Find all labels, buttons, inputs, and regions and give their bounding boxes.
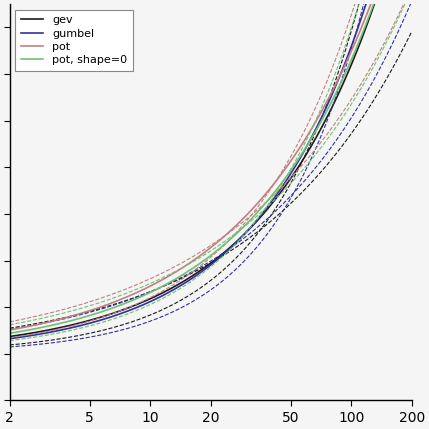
pot, shape=0 [55, 321, 60, 326]
pot [260, 195, 265, 200]
Line: pot: pot [10, 0, 412, 330]
pot [7, 327, 12, 332]
gev [55, 326, 60, 331]
pot, shape=0 [138, 294, 143, 299]
gumbel [299, 152, 305, 157]
gev [299, 159, 305, 164]
Legend: gev, gumbel, pot, pot, shape=0: gev, gumbel, pot, pot, shape=0 [15, 10, 133, 71]
gev [297, 162, 302, 167]
Line: gev: gev [10, 0, 412, 336]
pot [55, 317, 60, 322]
gumbel [138, 303, 143, 308]
pot [138, 288, 143, 293]
gumbel [297, 156, 302, 161]
gumbel [7, 336, 12, 341]
Line: gumbel: gumbel [10, 0, 412, 338]
pot, shape=0 [260, 204, 265, 209]
gev [138, 300, 143, 305]
pot [166, 273, 172, 278]
gev [260, 212, 265, 217]
gev [7, 334, 12, 339]
gumbel [260, 211, 265, 216]
gumbel [55, 328, 60, 333]
pot, shape=0 [166, 280, 172, 285]
gumbel [166, 290, 172, 295]
pot [297, 145, 302, 150]
pot, shape=0 [7, 331, 12, 336]
Line: pot, shape=0: pot, shape=0 [10, 0, 412, 333]
pot, shape=0 [297, 154, 302, 160]
pot, shape=0 [299, 151, 305, 156]
pot [299, 142, 305, 147]
gev [166, 287, 172, 292]
